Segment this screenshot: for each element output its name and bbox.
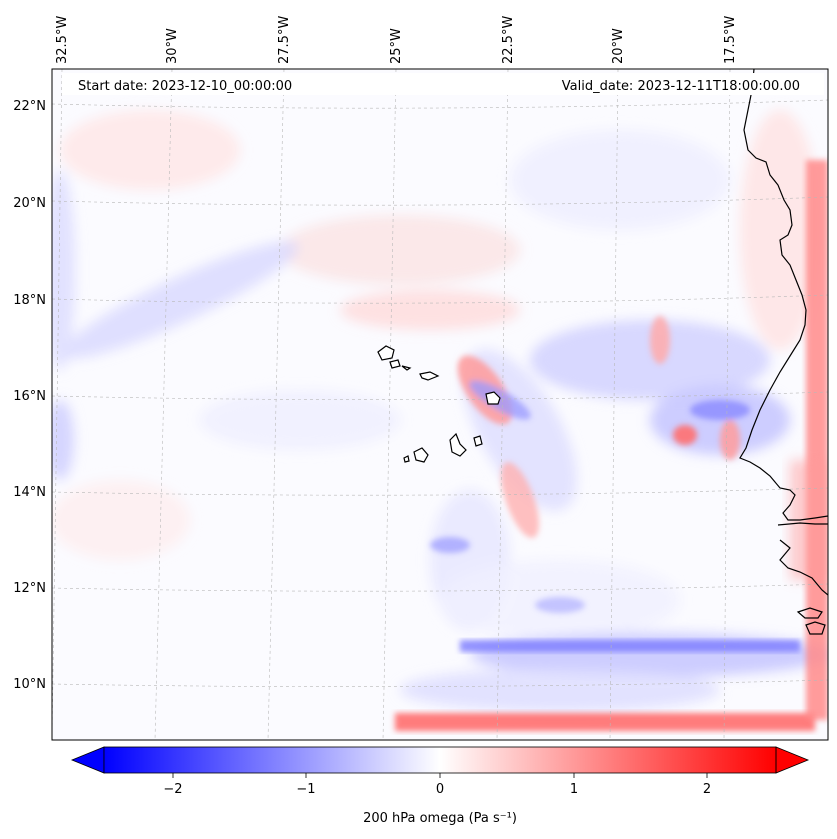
colorbar-tick-label: −1 (296, 782, 315, 797)
colorbar-tick-label: 1 (570, 782, 578, 797)
latitude-labels: 22°N 20°N 18°N 16°N 14°N 12°N 10°N (13, 99, 46, 692)
lon-label: 30°W (165, 28, 180, 64)
colorbar-max-extend (775, 746, 810, 774)
colorbar-min-extend (70, 746, 105, 774)
lat-label: 22°N (13, 99, 46, 114)
colorbar: −2 −1 0 1 2 200 hPa omega (Pa s⁻¹) (70, 746, 810, 826)
lon-label: 17.5°W (723, 16, 738, 64)
colorbar-tick-label: −2 (163, 782, 182, 797)
valid-date-label: Valid_date: 2023-12-11T18:00:00.00 (562, 79, 800, 94)
colorbar-ticks (172, 773, 708, 778)
lon-label: 25°W (389, 28, 404, 64)
map-panel (51, 68, 829, 741)
coastline (739, 69, 828, 635)
lat-label: 10°N (13, 677, 46, 692)
lat-label: 16°N (13, 389, 46, 404)
omega-field (52, 69, 828, 740)
colorbar-tick-label: 0 (436, 782, 444, 797)
lat-label: 20°N (13, 196, 46, 211)
lat-label: 18°N (13, 293, 46, 308)
colorbar-tick-label: 2 (703, 782, 711, 797)
lat-label: 12°N (13, 581, 46, 596)
lon-label: 27.5°W (277, 16, 292, 64)
colorbar-gradient (104, 747, 776, 773)
colorbar-label: 200 hPa omega (Pa s⁻¹) (363, 811, 517, 826)
lon-label: 20°W (611, 28, 626, 64)
longitude-labels: 32.5°W 30°W 27.5°W 25°W 22.5°W 20°W 17.5… (55, 16, 738, 64)
cabo-verde-islands (377, 345, 501, 463)
lon-label: 22.5°W (501, 16, 516, 64)
graticule (52, 69, 828, 740)
lon-label: 32.5°W (55, 16, 70, 64)
start-date-label: Start date: 2023-12-10_00:00:00 (78, 79, 292, 94)
lat-label: 14°N (13, 485, 46, 500)
